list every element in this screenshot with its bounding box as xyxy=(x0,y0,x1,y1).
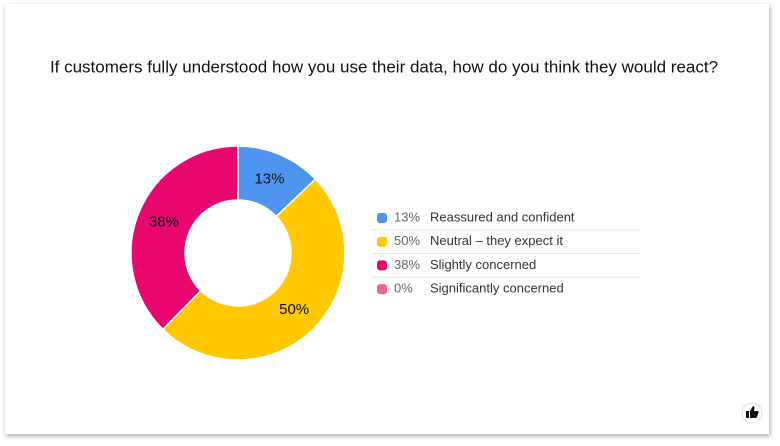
legend-label: Reassured and confident xyxy=(430,209,575,224)
legend-label: Slightly concerned xyxy=(430,257,536,272)
donut-slice xyxy=(130,145,239,331)
slice-label: 38% xyxy=(149,214,179,231)
legend-percent: 50% xyxy=(394,233,420,248)
legend-swatch xyxy=(377,284,387,295)
legend-percent: 13% xyxy=(394,209,420,224)
legend-percent: 0% xyxy=(394,281,413,296)
legend-percent: 38% xyxy=(394,257,420,272)
legend-swatch xyxy=(377,213,387,223)
slice-label: 13% xyxy=(254,170,284,187)
legend-label: Neutral – they expect it xyxy=(430,233,563,248)
legend-label: Significantly concerned xyxy=(430,281,564,296)
like-button[interactable] xyxy=(741,402,763,424)
legend-swatch xyxy=(377,260,387,271)
slice-label: 50% xyxy=(279,301,309,318)
chart-title: If customers fully understood how you us… xyxy=(50,57,718,76)
donut-slice xyxy=(161,178,346,361)
legend-swatch xyxy=(377,236,387,247)
